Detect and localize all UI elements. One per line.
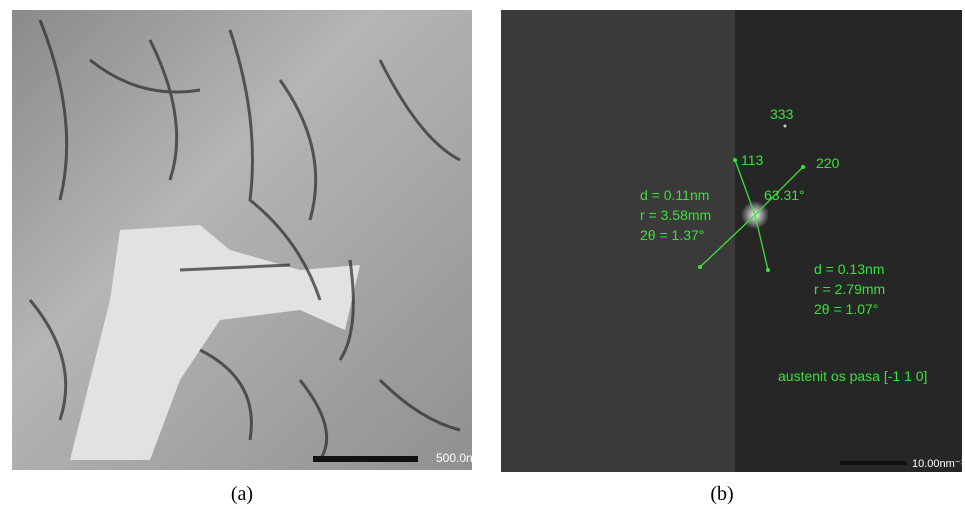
scale-bar-label: 10.00nm⁻¹ (912, 458, 965, 470)
measure-label: 2θ = 1.37° (640, 227, 704, 243)
spot-label: 113 (741, 152, 764, 168)
diffraction-image (501, 10, 962, 472)
spot-label: 333 (770, 106, 794, 122)
figure: 500.0nm (a) 333 113 220 63.31° d = 0.11n… (0, 0, 965, 509)
measure-label: r = 2.79mm (814, 281, 885, 297)
zone-axis-label: austenit os pasa [-1 1 0] (778, 368, 927, 384)
measure-label: d = 0.11nm (640, 187, 709, 203)
spot-label: 220 (816, 155, 840, 171)
measure-label: 2θ = 1.07° (814, 301, 878, 317)
angle-label: 63.31° (764, 187, 805, 203)
measure-label: d = 0.13nm (814, 261, 884, 277)
caption: (b) (710, 483, 733, 505)
tem-image (12, 10, 472, 470)
measure-label: r = 3.58mm (640, 207, 711, 223)
scale-bar-label: 500.0nm (436, 451, 483, 465)
caption: (a) (231, 483, 253, 505)
